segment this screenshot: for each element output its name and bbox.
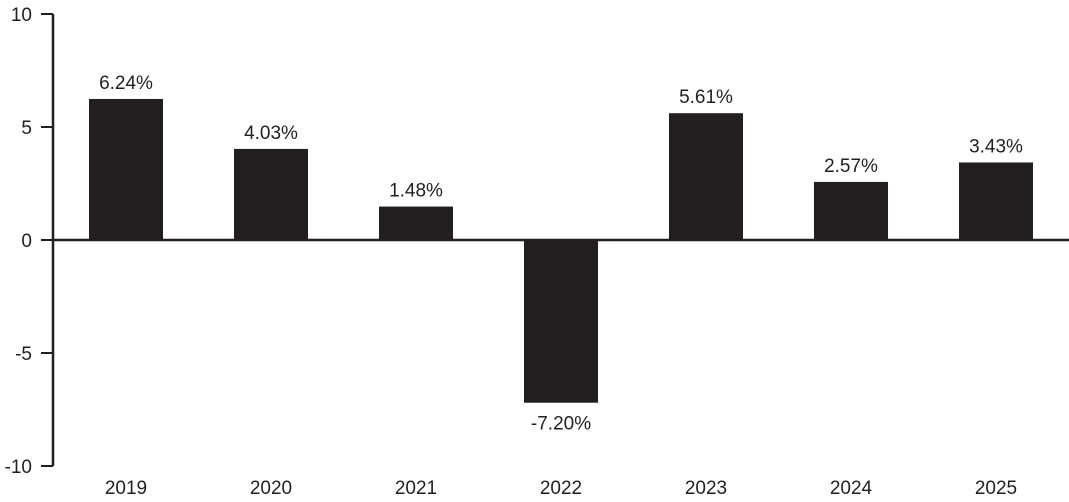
x-tick-label: 2019 [105, 478, 147, 499]
bar-2024 [814, 181, 888, 240]
x-tick-label: 2024 [830, 478, 873, 499]
bar-value-label: 1.48% [389, 181, 443, 202]
bar-value-label: 6.24% [99, 73, 153, 94]
bar-2022 [524, 240, 598, 403]
bar-value-label: -7.20% [531, 414, 591, 435]
x-tick-label: 2020 [250, 478, 292, 499]
x-tick-label: 2021 [395, 478, 437, 499]
bar-value-label: 2.57% [824, 156, 878, 177]
bar-2023 [669, 113, 743, 240]
bars [89, 98, 1033, 403]
bar-value-label: 3.43% [969, 136, 1023, 157]
y-tick-label: -5 [15, 344, 32, 365]
x-axis: 2019 2020 2021 2022 2023 2024 2025 [105, 478, 1017, 499]
x-tick-label: 2025 [975, 478, 1017, 499]
y-tick-label: 0 [21, 231, 32, 252]
bar-2020 [234, 148, 308, 240]
bar-2021 [379, 206, 453, 240]
y-tick-label: 10 [11, 5, 32, 26]
y-tick-label: -10 [5, 457, 32, 478]
x-tick-label: 2023 [685, 478, 727, 499]
x-tick-label: 2022 [540, 478, 582, 499]
bar-2019 [89, 98, 163, 240]
y-tick-label: 5 [21, 118, 32, 139]
bar-2025 [959, 162, 1033, 240]
bar-value-label: 5.61% [679, 87, 733, 108]
data-labels: 6.24% 4.03% 1.48% -7.20% 5.61% 2.57% 3.43% [99, 73, 1023, 435]
bar-value-label: 4.03% [244, 123, 298, 144]
y-axis: 10 5 0 -5 -10 [5, 5, 53, 478]
